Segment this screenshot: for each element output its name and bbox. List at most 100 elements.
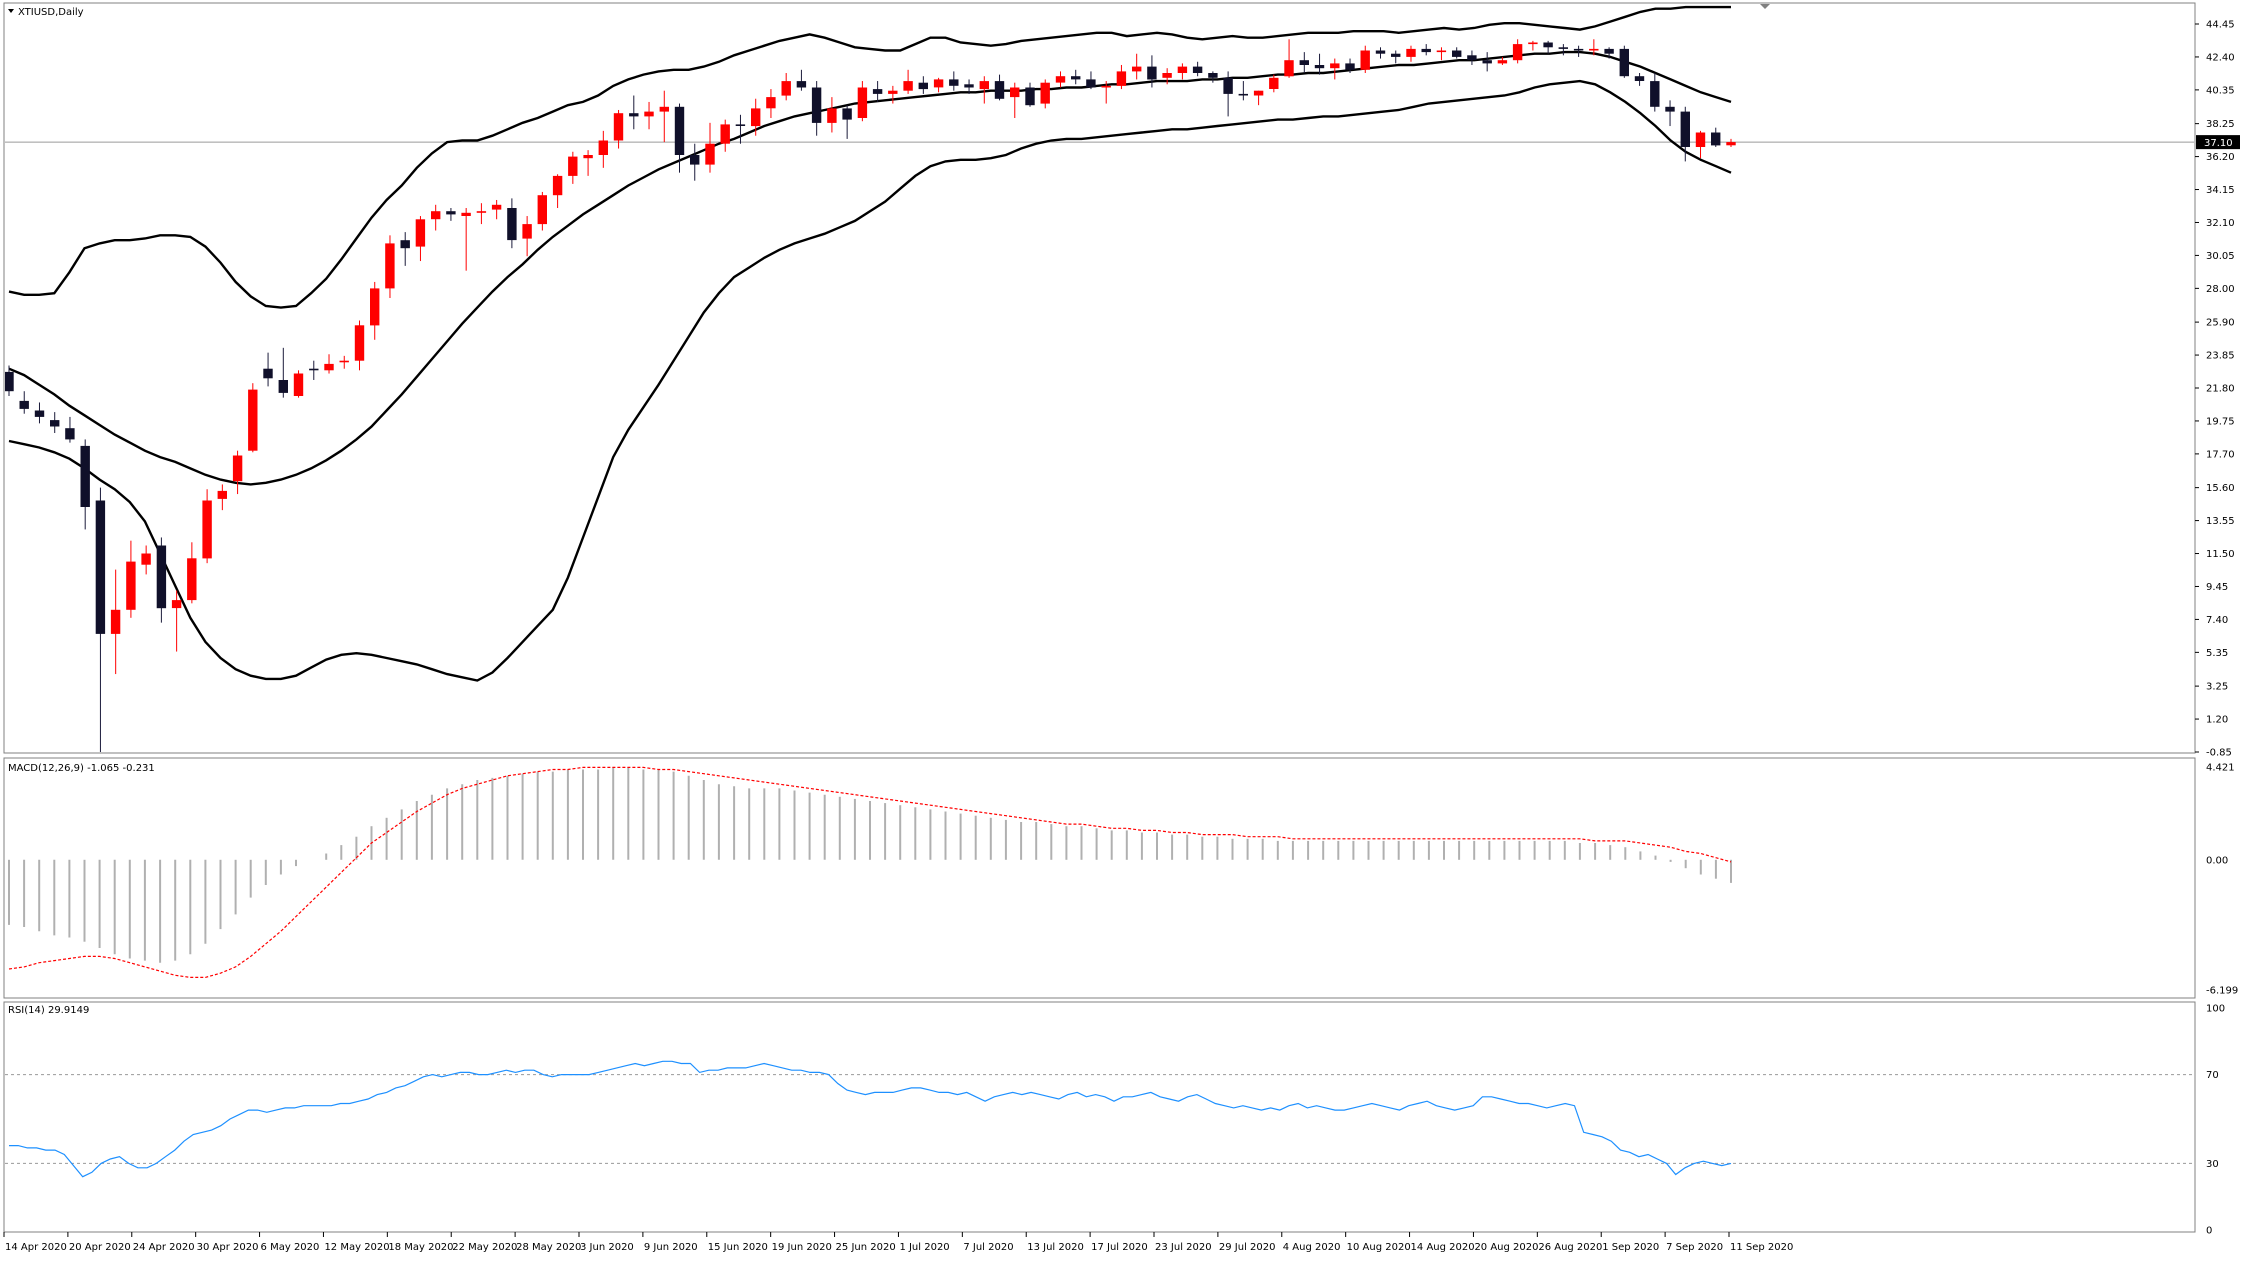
candle bbox=[857, 87, 868, 118]
date-tick-label: 12 May 2020 bbox=[324, 1242, 389, 1253]
candle bbox=[1299, 60, 1309, 65]
candle bbox=[537, 195, 547, 225]
date-tick-label: 3 Jun 2020 bbox=[580, 1242, 634, 1253]
price-tick-label: 9.45 bbox=[2206, 582, 2228, 593]
candle bbox=[933, 79, 944, 88]
candle bbox=[811, 87, 822, 123]
date-tick-label: 15 Jun 2020 bbox=[708, 1242, 768, 1253]
candle bbox=[248, 389, 258, 451]
candle bbox=[827, 108, 837, 123]
candle bbox=[385, 243, 395, 289]
macd-title: MACD(12,26,9) -1.065 -0.231 bbox=[8, 763, 155, 774]
candle bbox=[187, 558, 197, 601]
candle bbox=[309, 368, 319, 371]
rsi-title: RSI(14) 29.9149 bbox=[8, 1005, 89, 1016]
candle bbox=[674, 106, 685, 155]
candle bbox=[232, 455, 243, 482]
macd-pane-frame[interactable] bbox=[3, 757, 2196, 999]
date-tick-label: 28 May 2020 bbox=[516, 1242, 581, 1253]
price-tick-label: 15.60 bbox=[2206, 483, 2235, 494]
candle bbox=[979, 81, 989, 90]
date-tick-label: 4 Aug 2020 bbox=[1283, 1242, 1341, 1253]
price-tick-label: 17.70 bbox=[2206, 449, 2235, 460]
candle bbox=[110, 609, 121, 634]
date-tick-label: 18 May 2020 bbox=[388, 1242, 453, 1253]
candle bbox=[1573, 48, 1584, 51]
candle bbox=[1269, 77, 1279, 89]
candle bbox=[994, 81, 1005, 99]
candle bbox=[1177, 66, 1188, 73]
candle bbox=[644, 111, 654, 117]
candle bbox=[583, 155, 593, 159]
candle bbox=[1071, 76, 1081, 80]
price-tick-label: 1.20 bbox=[2206, 715, 2228, 726]
macd-tick-label: 4.421 bbox=[2206, 763, 2235, 774]
candle bbox=[507, 208, 517, 241]
candle bbox=[659, 106, 669, 112]
candle bbox=[263, 368, 273, 379]
date-tick-label: 6 May 2020 bbox=[261, 1242, 320, 1253]
candle bbox=[1284, 60, 1294, 77]
date-tick-label: 25 Jun 2020 bbox=[836, 1242, 896, 1253]
candle bbox=[888, 90, 898, 94]
candle bbox=[1375, 50, 1386, 54]
candle bbox=[598, 140, 608, 155]
candle bbox=[1680, 111, 1690, 147]
candle bbox=[1314, 65, 1325, 69]
title-menu-triangle-icon[interactable] bbox=[8, 9, 14, 13]
rsi-pane-frame[interactable] bbox=[3, 1001, 2196, 1233]
candle bbox=[766, 97, 776, 109]
candle bbox=[1528, 42, 1538, 45]
date-tick-label: 22 May 2020 bbox=[452, 1242, 517, 1253]
rsi-tick-label: 70 bbox=[2206, 1070, 2219, 1081]
candle bbox=[842, 108, 852, 120]
candle bbox=[1208, 73, 1218, 78]
candle bbox=[50, 420, 60, 427]
rsi-tick-label: 100 bbox=[2206, 1004, 2225, 1015]
date-tick-label: 1 Sep 2020 bbox=[1602, 1242, 1659, 1253]
candle bbox=[19, 400, 29, 409]
price-tick-label: 40.35 bbox=[2206, 85, 2235, 96]
bollinger-upper-line bbox=[8, 5, 1731, 309]
candle bbox=[1543, 42, 1553, 48]
candle bbox=[34, 410, 45, 417]
date-tick-label: 30 Apr 2020 bbox=[197, 1242, 259, 1253]
candle bbox=[80, 445, 90, 507]
price-tick-label: 42.40 bbox=[2206, 52, 2235, 63]
date-tick-label: 1 Jul 2020 bbox=[899, 1242, 949, 1253]
price-tick-label: 19.75 bbox=[2206, 416, 2235, 427]
price-tick-label: 32.10 bbox=[2206, 218, 2235, 229]
candle bbox=[1452, 50, 1462, 57]
price-layer bbox=[5, 5, 2194, 752]
candle bbox=[354, 325, 365, 361]
candle bbox=[1147, 66, 1157, 80]
candle bbox=[461, 212, 471, 216]
date-tick-label: 11 Sep 2020 bbox=[1730, 1242, 1793, 1253]
candle bbox=[1253, 90, 1264, 96]
candle bbox=[65, 428, 75, 440]
candle bbox=[552, 175, 563, 196]
candle bbox=[171, 600, 182, 609]
candle bbox=[613, 113, 624, 141]
date-tick-label: 23 Jul 2020 bbox=[1155, 1242, 1212, 1253]
candle bbox=[95, 500, 106, 634]
candle bbox=[1421, 48, 1431, 53]
candle bbox=[1086, 79, 1096, 88]
rsi-tick-label: 30 bbox=[2206, 1159, 2219, 1170]
candle bbox=[446, 211, 456, 215]
candle bbox=[796, 81, 807, 88]
candle bbox=[872, 89, 883, 94]
candle bbox=[1711, 132, 1721, 146]
candle bbox=[1604, 48, 1614, 54]
candle bbox=[629, 113, 639, 117]
price-tick-label: 21.80 bbox=[2206, 384, 2235, 395]
rsi-line bbox=[9, 1060, 1732, 1178]
candle bbox=[126, 561, 136, 610]
shift-marker-icon[interactable] bbox=[1760, 4, 1770, 9]
candle bbox=[202, 500, 212, 559]
price-pane-frame[interactable] bbox=[3, 2, 2196, 754]
candle bbox=[1634, 76, 1645, 81]
date-tick-label: 7 Sep 2020 bbox=[1666, 1242, 1723, 1253]
date-tick-label: 10 Aug 2020 bbox=[1347, 1242, 1411, 1253]
date-tick-label: 9 Jun 2020 bbox=[644, 1242, 698, 1253]
